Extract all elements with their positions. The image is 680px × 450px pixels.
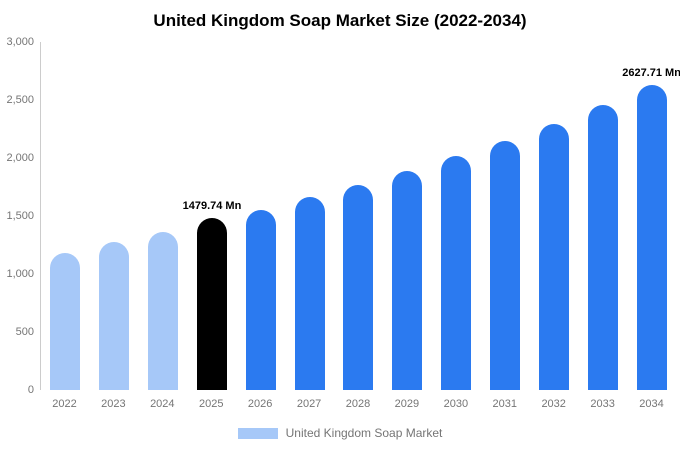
bar-slot [627, 42, 676, 390]
bar-2024 [148, 232, 179, 390]
chart-title: United Kingdom Soap Market Size (2022-20… [153, 11, 527, 30]
bar-2033 [587, 105, 618, 390]
bar-slot [188, 42, 237, 390]
x-tick-2033: 2033 [590, 398, 615, 410]
bar-2034 [636, 85, 667, 390]
x-tick-2034: 2034 [639, 398, 664, 410]
y-tick-3000: 3,000 [6, 36, 34, 48]
x-tick-2032: 2032 [541, 398, 566, 410]
x-tick-2024: 2024 [150, 398, 175, 410]
y-tick-2500: 2,500 [6, 94, 34, 106]
bar-2026 [245, 209, 276, 390]
data-label-2034: 2627.71 Mn [622, 67, 680, 80]
bar-2032 [538, 124, 569, 390]
legend-swatch-icon[interactable] [237, 427, 278, 439]
bar-2030 [441, 156, 472, 390]
x-tick-2022: 2022 [52, 398, 77, 410]
y-tick-2000: 2,000 [6, 152, 34, 164]
y-tick-1500: 1,500 [6, 210, 34, 222]
y-tick-0: 0 [27, 384, 34, 396]
bar-slot [236, 42, 285, 390]
bar-2025 [196, 218, 227, 390]
x-tick-2029: 2029 [394, 398, 420, 410]
bar-slot [285, 42, 334, 390]
bar-slot [139, 42, 188, 390]
legend: United Kingdom Soap Market [0, 426, 680, 440]
x-tick-2031: 2031 [492, 398, 517, 410]
x-tick-2023: 2023 [101, 398, 126, 410]
bar-2029 [392, 170, 423, 390]
bar-slot [383, 42, 432, 390]
plot-area: 1479.74 Mn 2627.71 Mn [40, 42, 680, 390]
y-axis-labels: 0 500 1,000 1,500 2,000 2,500 3,000 [0, 0, 34, 450]
data-label-2025: 1479.74 Mn [182, 200, 242, 213]
bar-slot [432, 42, 481, 390]
y-tick-1000: 1,000 [6, 268, 34, 280]
bar-slot [90, 42, 139, 390]
bar-2022 [50, 253, 81, 390]
bar-slot [334, 42, 383, 390]
x-tick-2027: 2027 [296, 398, 322, 410]
bar-2027 [294, 197, 325, 390]
x-tick-2028: 2028 [345, 398, 371, 410]
bar-slot [481, 42, 530, 390]
legend-label[interactable]: United Kingdom Soap Market [285, 426, 443, 440]
y-tick-500: 500 [15, 326, 34, 338]
bar-slot [41, 42, 90, 390]
bar-2028 [343, 184, 374, 390]
bar-2031 [490, 140, 521, 390]
x-axis-labels: 2022 2023 2024 2025 2026 2027 2028 2029 2030 2031… [40, 398, 676, 410]
x-tick-2025: 2025 [198, 398, 224, 410]
bar-series [41, 42, 676, 390]
bar-slot [529, 42, 578, 390]
x-tick-2026: 2026 [247, 398, 273, 410]
x-tick-2030: 2030 [443, 398, 469, 410]
bar-2023 [99, 242, 130, 390]
bar-slot [578, 42, 627, 390]
